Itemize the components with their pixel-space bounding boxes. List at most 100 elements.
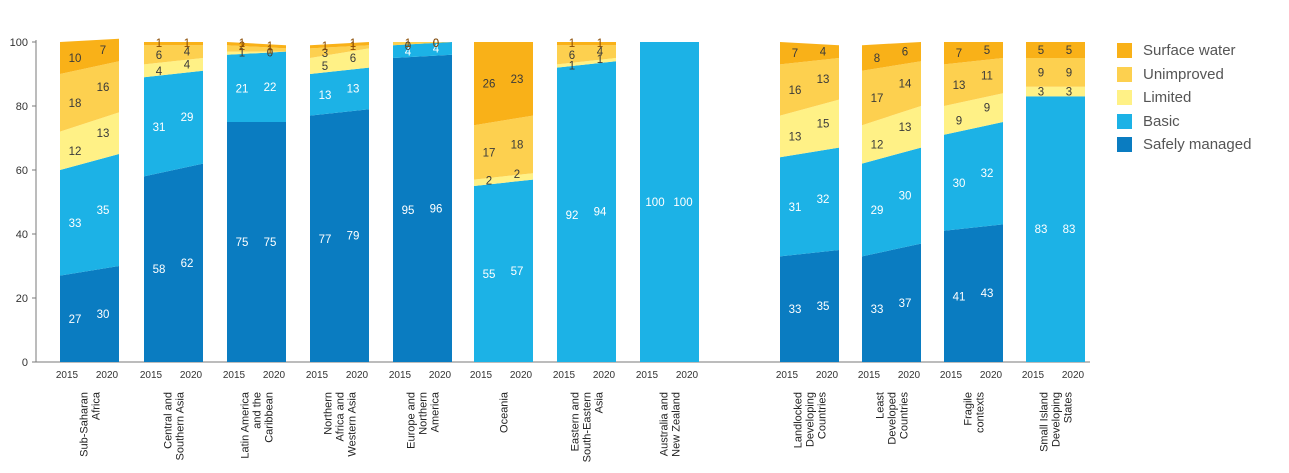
value-label: 94 <box>594 207 607 219</box>
value-label: 0 <box>433 38 439 50</box>
group-label-line: South-Eastern <box>582 392 594 462</box>
group-label: Sub-SaharanAfrica <box>79 391 103 457</box>
group-label-line: Asia <box>594 391 606 413</box>
group-label-line: Least <box>875 392 887 419</box>
value-label: 1 <box>156 38 162 50</box>
value-label: 7 <box>956 48 962 60</box>
segment-basic <box>862 147 921 257</box>
group-label-line: and the <box>252 392 264 429</box>
value-label: 95 <box>402 205 415 217</box>
y-tick-label: 60 <box>16 165 28 177</box>
group-label: LeastDevelopedCountries <box>875 392 911 445</box>
value-label: 79 <box>347 231 360 243</box>
segment-basic <box>640 42 699 362</box>
value-label: 18 <box>511 139 524 151</box>
value-label: 1 <box>350 38 356 50</box>
value-label: 96 <box>430 203 443 215</box>
x-tick-label: 2020 <box>816 370 839 381</box>
value-label: 1 <box>239 38 245 50</box>
value-label: 31 <box>153 122 166 134</box>
legend-label: Limited <box>1143 89 1192 107</box>
value-label: 9 <box>956 115 962 127</box>
value-label: 0 <box>267 48 273 60</box>
group-label: Australia andNew Zealand <box>659 392 683 457</box>
legend-swatch <box>1117 66 1132 82</box>
segment-basic <box>310 67 369 116</box>
x-tick-label: 2020 <box>180 370 203 381</box>
value-label: 12 <box>871 139 884 151</box>
segment-unimproved <box>393 42 452 46</box>
segment-safely-managed <box>944 224 1003 362</box>
value-label: 77 <box>319 234 332 246</box>
group-label-line: Northern <box>418 392 430 435</box>
x-tick-label: 2020 <box>980 370 1003 381</box>
group-label-line: Europe and <box>406 392 418 449</box>
segment-basic <box>1026 96 1085 363</box>
group-label-line: Developing <box>1051 392 1063 447</box>
segment-limited <box>310 48 369 74</box>
segment-safely-managed <box>60 266 119 362</box>
value-label: 4 <box>156 66 163 78</box>
value-label: 1 <box>267 44 273 56</box>
y-tick-label: 80 <box>16 101 28 113</box>
value-label: 5 <box>1066 45 1072 57</box>
value-label: 21 <box>236 83 249 95</box>
segment-basic <box>144 70 203 177</box>
value-label: 100 <box>645 197 664 209</box>
value-label: 75 <box>264 237 277 249</box>
value-label: 11 <box>981 71 993 83</box>
group-label-line: Eastern and <box>570 392 582 451</box>
value-label: 13 <box>953 80 966 92</box>
legend-item: Unimproved <box>1117 63 1251 87</box>
group-label-line: Western Asia <box>347 391 359 456</box>
value-label: 1 <box>322 41 328 53</box>
group-label-line: Africa <box>91 391 103 420</box>
group-label-line: Fragile <box>963 392 975 426</box>
segment-unimproved <box>944 58 1003 106</box>
segment-unimproved <box>474 115 533 180</box>
segment-surface-water <box>60 38 119 74</box>
group-label-line: States <box>1063 392 1075 424</box>
segment-safely-managed <box>780 250 839 362</box>
legend-label: Basic <box>1143 112 1180 130</box>
x-tick-label: 2020 <box>676 370 699 381</box>
segment-safely-managed <box>144 163 203 362</box>
value-label: 33 <box>69 218 82 230</box>
value-label: 13 <box>97 128 110 140</box>
value-label: 43 <box>981 288 994 300</box>
value-label: 9 <box>1066 67 1072 79</box>
segment-limited <box>557 58 616 68</box>
x-tick-label: 2015 <box>306 370 329 381</box>
value-label: 9 <box>984 103 990 115</box>
value-label: 1 <box>569 38 575 50</box>
y-tick-label: 20 <box>16 293 28 305</box>
value-label: 30 <box>953 178 966 190</box>
segment-unimproved <box>60 61 119 132</box>
group-label-line: Africa and <box>335 392 347 442</box>
value-label: 17 <box>871 93 884 105</box>
value-label: 13 <box>347 83 360 95</box>
value-label: 2 <box>239 41 245 53</box>
value-label: 83 <box>1063 224 1076 236</box>
legend-item: Safely managed <box>1117 133 1251 157</box>
value-label: 29 <box>871 205 884 217</box>
value-label: 13 <box>899 122 912 134</box>
value-label: 23 <box>511 74 524 86</box>
value-label: 1 <box>597 54 603 66</box>
value-label: 35 <box>97 205 110 217</box>
group-label-line: Countries <box>899 392 911 440</box>
segment-limited <box>60 112 119 170</box>
group-label-line: Sub-Saharan <box>79 392 91 457</box>
group-label: Small IslandDevelopingStates <box>1039 392 1075 452</box>
segment-surface-water <box>144 42 203 46</box>
value-label: 15 <box>817 119 830 131</box>
segment-surface-water <box>862 42 921 71</box>
legend-swatch <box>1117 113 1132 129</box>
segment-unimproved <box>227 45 286 52</box>
value-label: 14 <box>899 79 912 91</box>
x-tick-label: 2015 <box>140 370 163 381</box>
x-tick-label: 2015 <box>940 370 963 381</box>
value-label: 37 <box>899 298 912 310</box>
x-tick-label: 2020 <box>510 370 533 381</box>
